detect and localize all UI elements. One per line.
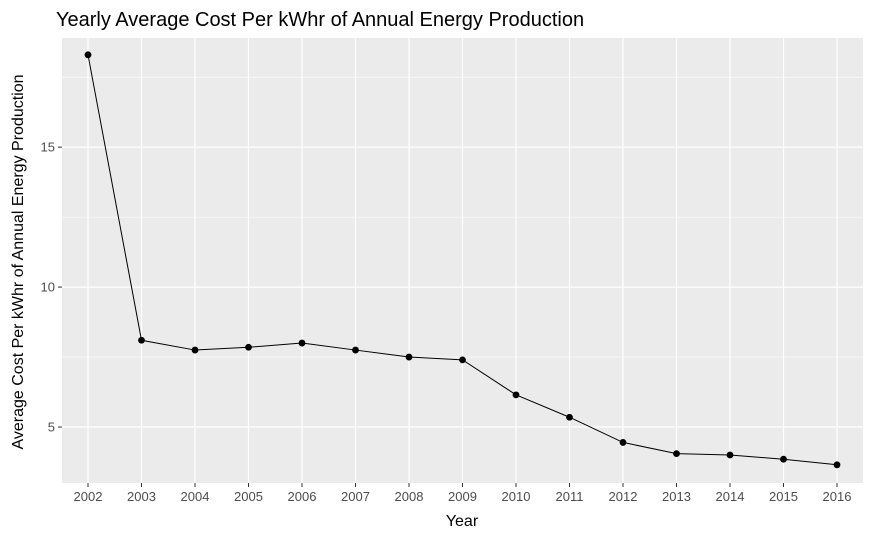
- x-axis-title: Year: [446, 513, 479, 530]
- x-tick-label: 2010: [502, 489, 531, 504]
- x-tick-label: 2014: [716, 489, 745, 504]
- data-point: [191, 346, 199, 354]
- data-point: [352, 346, 359, 354]
- x-tick-label: 2008: [395, 489, 424, 504]
- y-axis-ticks: 5 10 15: [41, 140, 62, 435]
- x-tick-label: 2002: [74, 489, 103, 504]
- data-point: [726, 451, 734, 459]
- y-axis-title: Average Cost Per kWhr of Annual Energy P…: [10, 74, 27, 449]
- data-points: [84, 51, 841, 469]
- x-tick-label: 2009: [448, 489, 477, 504]
- data-point: [298, 339, 306, 347]
- x-tick-label: 2013: [662, 489, 691, 504]
- data-point: [459, 356, 466, 364]
- data-point: [566, 413, 573, 421]
- y-tick-label: 10: [41, 280, 55, 295]
- data-point: [619, 439, 627, 446]
- chart-title: Yearly Average Cost Per kWhr of Annual E…: [56, 9, 584, 31]
- data-point: [512, 391, 520, 399]
- x-tick-label: 2006: [288, 489, 317, 504]
- x-tick-label: 2015: [769, 489, 798, 504]
- data-point: [833, 461, 841, 469]
- x-tick-label: 2004: [181, 489, 210, 504]
- y-tick-label: 5: [48, 420, 55, 435]
- y-tick-label: 15: [41, 140, 55, 155]
- data-point: [673, 450, 680, 458]
- data-point: [84, 51, 92, 59]
- x-tick-label: 2005: [234, 489, 263, 504]
- data-point: [405, 353, 413, 361]
- data-point: [780, 455, 787, 463]
- x-tick-label: 2016: [823, 489, 852, 504]
- x-tick-label: 2012: [609, 489, 638, 504]
- x-tick-label: 2003: [127, 489, 156, 504]
- major-gridlines: [62, 38, 863, 483]
- data-point: [138, 336, 145, 344]
- data-point: [245, 343, 252, 351]
- x-tick-label: 2007: [341, 489, 370, 504]
- x-tick-label: 2011: [556, 489, 584, 504]
- x-axis-ticks: 2002 2003 2004 2005 2006 2007 2008 2009 2010 2011…: [74, 483, 852, 504]
